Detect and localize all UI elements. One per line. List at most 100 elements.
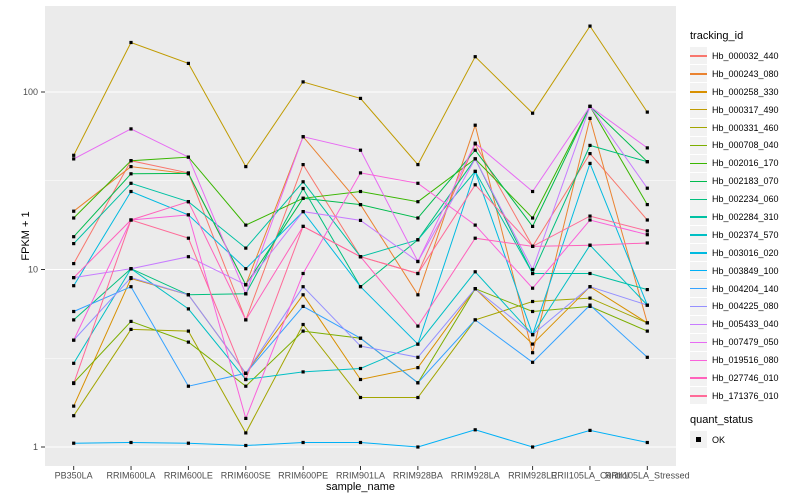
legend-key-line-icon [690,341,707,343]
data-point-Hb_007479_050 [72,157,76,161]
legend-item-label: Hb_003849_100 [712,265,779,276]
y-tick-label: 1 [33,442,38,452]
data-point-Hb_000243_080 [129,165,133,169]
legend-key [690,369,707,387]
x-tick-label: RRIM600PE [278,471,328,481]
data-point-Hb_002234_060 [588,143,592,147]
data-point-Hb_171376_010 [129,218,133,222]
data-point-Hb_000258_330 [358,377,363,382]
data-point-Hb_003849_100 [129,440,133,445]
data-point-Hb_002016_170 [416,200,420,204]
data-point-Hb_002234_060 [645,160,649,164]
data-point-Hb_019516_080 [531,286,535,290]
legend-key [690,208,707,226]
data-point-Hb_000243_080 [72,209,76,213]
data-point-Hb_000317_490 [244,165,248,169]
data-point-Hb_000708_040 [301,329,305,333]
data-point-Hb_000331_460 [358,395,363,400]
data-point-Hb_002183_070 [129,172,133,176]
data-point-Hb_004225_080 [186,293,190,297]
data-point-Hb_019516_080 [244,416,248,420]
legend-item-Hb_000331_460: Hb_000331_460 [690,119,800,137]
data-point-Hb_000331_460 [531,299,535,304]
data-point-Hb_007479_050 [244,292,248,296]
legend-item-label: Hb_000032_440 [712,50,779,61]
data-point-Hb_002016_170 [645,203,649,207]
legend-item-label: OK [712,434,726,445]
data-point-Hb_007479_050 [473,141,477,145]
data-point-Hb_171376_010 [301,224,305,228]
data-point-Hb_005433_040 [358,218,363,222]
data-point-Hb_003849_100 [645,440,649,445]
data-point-Hb_000331_460 [129,327,133,331]
data-point-Hb_004225_080 [129,276,133,280]
data-point-Hb_002183_070 [358,203,363,207]
data-point-Hb_171376_010 [416,271,420,276]
legend-key [690,431,707,449]
data-point-Hb_019516_080 [358,171,363,175]
data-point-Hb_002016_170 [72,216,76,220]
data-point-Hb_002183_070 [72,235,76,239]
legend-item-Hb_000258_330: Hb_000258_330 [690,83,800,101]
data-point-Hb_004225_080 [358,344,363,348]
y-tick-label: 10 [28,265,38,275]
data-point-Hb_004204_140 [531,360,535,364]
legend-item-label: Hb_003016_020 [712,247,779,258]
data-point-Hb_027746_010 [645,241,649,245]
legend-item-Hb_019516_080: Hb_019516_080 [690,351,800,369]
legend-item-Hb_004225_080: Hb_004225_080 [690,297,800,315]
legend: tracking_id Hb_000032_440 Hb_000243_080 Hb… [690,30,800,449]
data-point-Hb_003016_020 [416,342,420,346]
data-point-Hb_000331_460 [645,321,649,325]
data-point-Hb_003849_100 [186,441,190,445]
data-point-Hb_003016_020 [72,284,76,288]
data-point-Hb_000708_040 [129,319,133,323]
data-point-Hb_000258_330 [301,293,305,297]
shape-legend: quant_status OK [690,414,800,449]
data-point-Hb_000243_080 [416,293,420,297]
data-point-Hb_000317_490 [72,153,76,157]
data-point-Hb_027746_010 [588,243,592,247]
data-point-Hb_003016_020 [358,285,363,289]
legend-key-line-icon [690,395,707,397]
legend-key-line-icon [690,55,707,57]
data-point-Hb_004225_080 [588,285,592,289]
data-point-Hb_000317_490 [129,40,133,45]
data-point-Hb_003849_100 [588,428,592,432]
data-point-Hb_003849_100 [244,443,248,448]
legend-item-Hb_000243_080: Hb_000243_080 [690,65,800,83]
data-point-Hb_007479_050 [129,127,133,131]
legend-item-ok: OK [690,431,800,449]
legend-item-Hb_027746_010: Hb_027746_010 [690,369,800,387]
legend-key [690,101,707,119]
legend-item-Hb_000708_040: Hb_000708_040 [690,136,800,154]
data-point-Hb_000317_490 [358,96,363,100]
data-point-Hb_004225_080 [473,287,477,291]
data-point-Hb_002016_170 [531,216,535,220]
legend-key-line-icon [690,323,707,326]
data-point-Hb_003016_020 [129,189,133,194]
data-point-Hb_027746_010 [186,200,190,204]
legend-item-Hb_007479_050: Hb_007479_050 [690,333,800,351]
legend-item-Hb_002284_310: Hb_002284_310 [690,208,800,226]
data-point-Hb_007479_050 [186,155,190,159]
data-point-Hb_007479_050 [358,148,363,152]
legend-key [690,226,707,244]
legend-item-Hb_003849_100: Hb_003849_100 [690,262,800,280]
legend-key-line-icon [690,144,707,147]
data-point-Hb_002374_570 [358,366,363,371]
data-point-Hb_002284_310 [301,180,305,184]
data-point-Hb_004225_080 [416,355,420,359]
legend-key [690,244,707,262]
legend-item-label: Hb_000258_330 [712,86,779,97]
data-point-Hb_002284_310 [244,246,248,250]
data-point-Hb_171376_010 [588,214,592,218]
legend-item-label: Hb_002374_570 [712,229,779,240]
data-point-Hb_000032_440 [645,218,649,222]
data-point-Hb_004204_140 [72,309,76,314]
data-point-Hb_004204_140 [473,318,477,322]
legend-item-Hb_005433_040: Hb_005433_040 [690,315,800,333]
legend-item-label: Hb_002284_310 [712,211,779,222]
